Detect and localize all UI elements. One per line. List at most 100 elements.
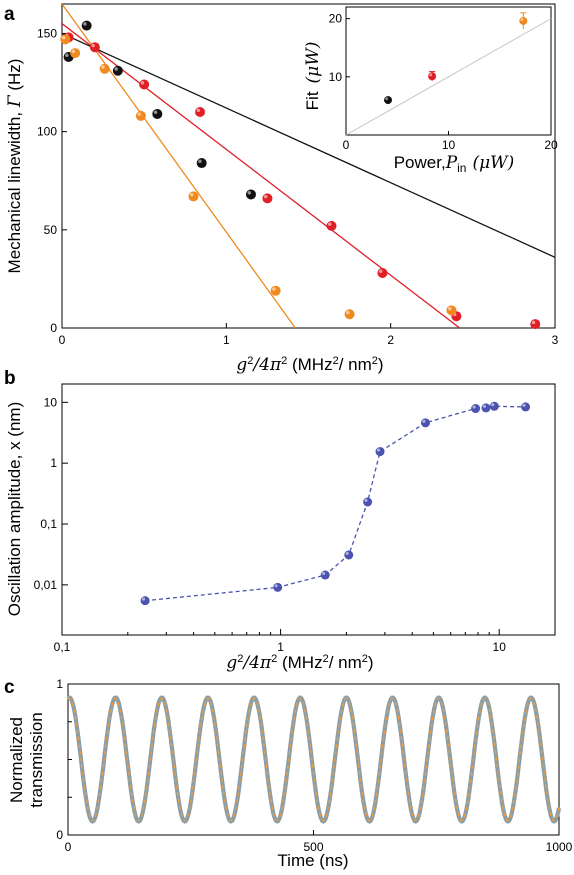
panel-c: c 0 500 1000 0 1 Normalized transmission Tim… — [4, 677, 573, 870]
point-black — [112, 65, 123, 76]
panel-b-point-highlight — [472, 405, 476, 409]
point-black-highlight — [83, 22, 87, 26]
point-black-body — [112, 65, 123, 76]
panel-a-x-tick-label: 0 — [59, 333, 66, 347]
point-red-highlight — [140, 81, 145, 85]
point-orange-body — [60, 34, 71, 45]
inset-point-red-body — [428, 72, 437, 81]
point-red — [195, 107, 206, 117]
point-black-highlight — [65, 53, 69, 58]
inset-y-tick-label: 20 — [329, 12, 343, 26]
point-black — [81, 20, 92, 31]
panel-a-y-tick-label: 150 — [37, 26, 57, 40]
panel-c-y-tick-label: 1 — [56, 677, 63, 691]
point-red-highlight — [328, 222, 332, 226]
fit-line-orange — [62, 4, 296, 328]
panel-b-point-body — [481, 403, 491, 413]
panel-letter-c: c — [4, 677, 15, 698]
point-black-body — [245, 189, 256, 200]
panel-c-x-label: Time (ns) — [277, 851, 348, 870]
panel-c-y-label-line2: transmission — [27, 712, 46, 807]
point-black-highlight — [153, 110, 158, 114]
panel-b-point — [521, 402, 531, 412]
inset-point-red-highlight — [429, 73, 433, 77]
panel-b-point-highlight — [322, 571, 326, 576]
inset-point-orange — [519, 16, 528, 25]
panel-a-fit-lines — [62, 4, 555, 328]
panel-b-point-body — [140, 596, 150, 606]
point-orange-highlight — [189, 192, 194, 197]
panel-b-point-highlight — [522, 403, 526, 407]
panel-b-point-highlight — [141, 597, 146, 601]
point-orange-body — [70, 48, 81, 59]
panel-c-x-tick-label: 1000 — [546, 840, 573, 854]
point-orange-body — [188, 191, 199, 202]
panel-b-point-highlight — [364, 498, 368, 503]
point-red-body — [326, 220, 337, 231]
point-orange — [446, 305, 457, 316]
panel-b-y-tick-label: 0,01 — [34, 578, 58, 592]
panel-c-orange-trace — [67, 697, 560, 822]
panel-b-y-tick-label: 1 — [50, 456, 57, 470]
panel-b-point — [273, 582, 283, 592]
inset-point-orange-body — [519, 16, 528, 25]
point-black-body — [196, 158, 207, 169]
point-orange-highlight — [61, 35, 66, 40]
inset-point-black-body — [384, 96, 393, 105]
panel-b-point — [481, 403, 491, 413]
panel-b-x-tick-label: 1 — [277, 640, 284, 654]
panel-b-point — [489, 401, 499, 411]
point-red-body — [195, 107, 206, 117]
point-orange — [344, 309, 355, 320]
panel-b-point — [471, 404, 481, 414]
panel-b-y-label: Oscillation amplitude, x (nm) — [5, 402, 24, 616]
point-orange — [70, 48, 81, 59]
panel-b-point — [140, 596, 150, 606]
panel-b-point-body — [320, 570, 330, 580]
point-orange-body — [99, 63, 110, 74]
panel-b-point-body — [420, 418, 430, 428]
point-orange-highlight — [272, 287, 276, 291]
point-orange — [60, 34, 71, 45]
panel-a-x-tick-label: 3 — [552, 333, 559, 347]
panel-b-point-highlight — [274, 584, 278, 588]
inset-ticks: 0 10 20 10 20 — [329, 12, 558, 152]
panel-a-y-label: Mechanical linewidth, Γ (Hz) — [5, 59, 25, 274]
panel-b-points — [140, 401, 531, 606]
panel-b-dashed-line — [145, 405, 526, 602]
panel-b-point-body — [273, 582, 283, 592]
point-red — [139, 79, 150, 90]
point-red-highlight — [378, 269, 383, 274]
panel-b-point-body — [471, 404, 481, 414]
panel-letter-a: a — [4, 4, 15, 25]
inset-point-black-highlight — [385, 97, 389, 101]
fit-line-red — [62, 23, 461, 328]
point-orange — [188, 191, 199, 202]
point-red — [326, 220, 337, 231]
point-orange-body — [446, 305, 457, 316]
panel-b-point-highlight — [482, 404, 486, 408]
point-red — [262, 193, 273, 204]
inset-frame — [345, 6, 552, 136]
panel-b-point — [320, 570, 330, 580]
panel-b-point-body — [489, 401, 499, 411]
inset-y-tick-label: 10 — [329, 70, 343, 84]
panel-b-point-body — [363, 497, 373, 507]
inset-x-tick-label: 0 — [343, 138, 350, 152]
point-black-highlight — [198, 159, 202, 164]
inset-point-red — [428, 72, 437, 81]
panel-a-inset: 0 10 20 10 20 Fit(μW) Power,Pin (μW) — [303, 6, 558, 175]
panel-c-y-label-line1: Normalized — [7, 717, 26, 803]
panel-b-point-body — [344, 550, 354, 560]
point-orange — [270, 285, 281, 296]
panel-c-x-tick-label: 0 — [65, 840, 72, 854]
panel-b-point — [363, 497, 373, 507]
point-red-body — [530, 319, 541, 330]
point-orange-highlight — [346, 310, 350, 315]
point-orange-body — [135, 110, 146, 121]
panel-a-y-tick-label: 50 — [44, 223, 58, 237]
panel-b-x-tick-label: 0,1 — [54, 640, 71, 654]
